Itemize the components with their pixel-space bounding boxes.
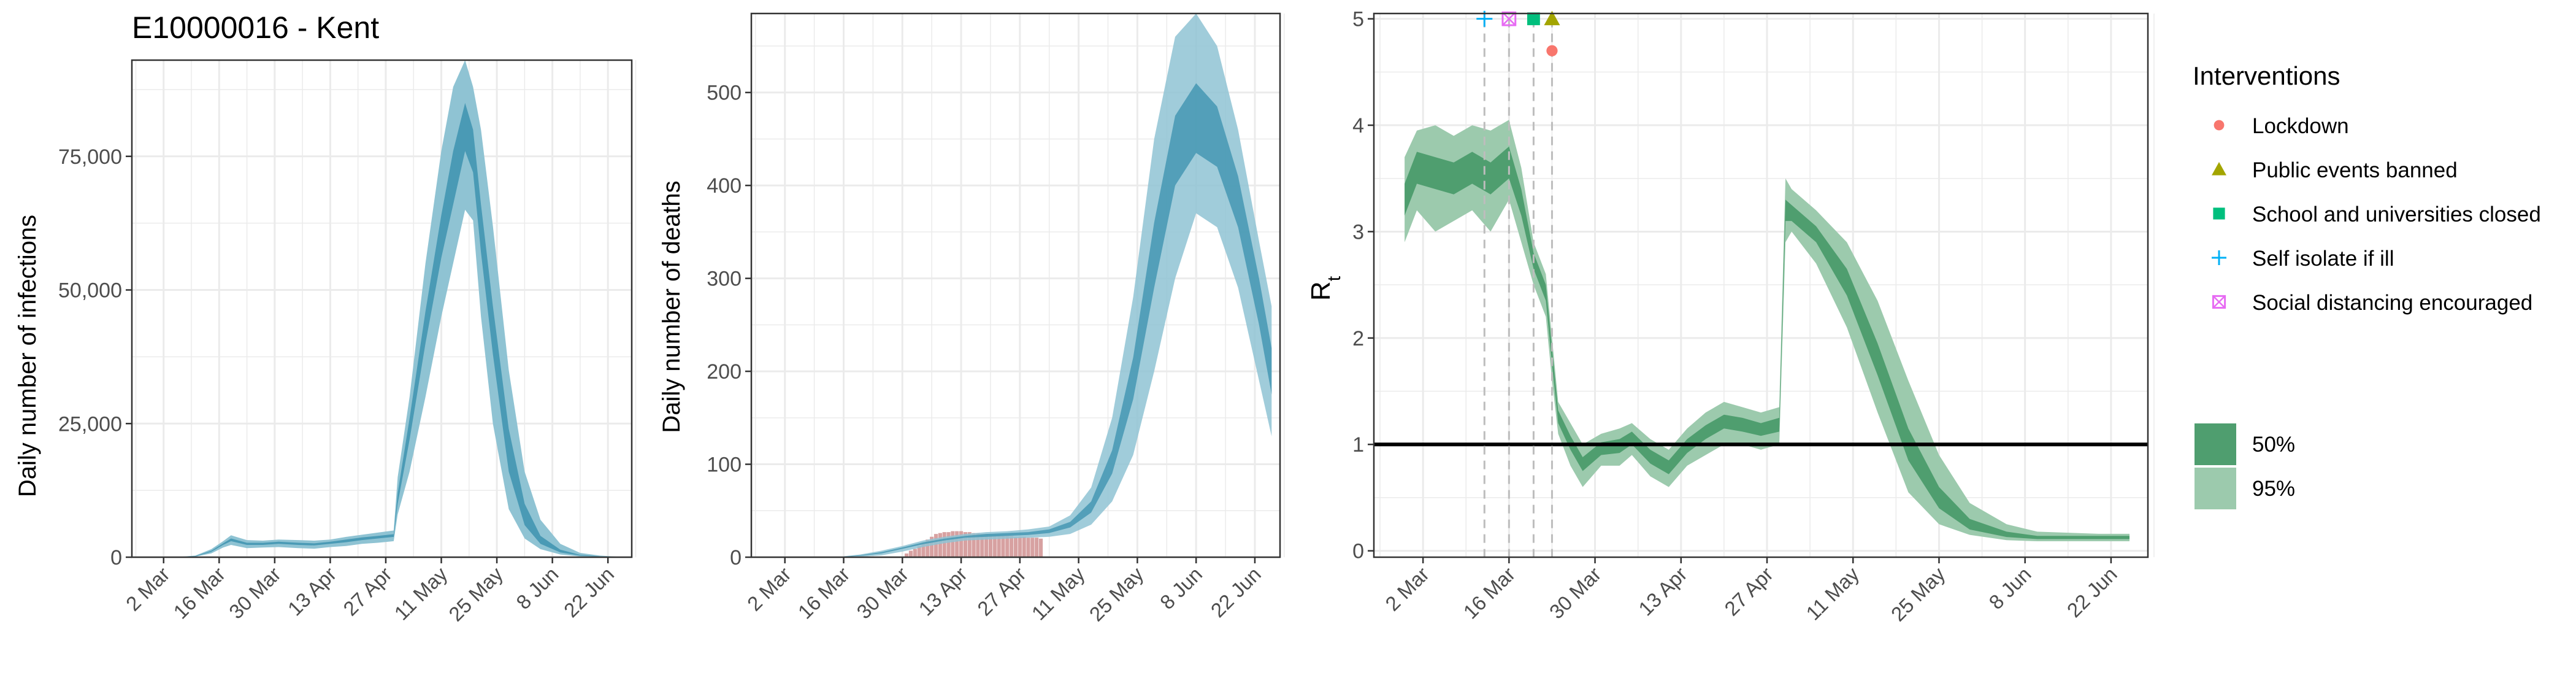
band-95 [151, 60, 616, 557]
observed-death-bar [938, 533, 942, 557]
panel-border [131, 59, 633, 558]
y-tick-label: 400 [707, 174, 742, 198]
intervention-marker [2213, 207, 2225, 220]
legend-label: School and universities closed [2252, 203, 2541, 226]
y-axis-label-main: R [1306, 281, 1336, 301]
observed-death-bar [913, 549, 917, 557]
intervention-lines [1483, 18, 1553, 557]
observed-death-bar [951, 531, 955, 557]
observed-death-bar [980, 534, 984, 557]
legend-band-key [2195, 468, 2236, 509]
observed-death-bar [926, 539, 930, 557]
y-tick-label: 0 [730, 546, 742, 569]
death-bands [843, 14, 1272, 557]
observed-death-bar [972, 533, 976, 557]
observed-death-bar [921, 543, 926, 557]
panel-border [1373, 12, 2149, 558]
y-tick-label: 500 [707, 82, 742, 105]
intervention-marker [2212, 162, 2226, 176]
band-50 [843, 83, 1272, 557]
observed-death-bar [1013, 536, 1018, 557]
infection-bands [151, 60, 616, 557]
band-50 [1405, 146, 2129, 539]
intervention-marker [2212, 295, 2226, 309]
observed-death-bar [997, 534, 1001, 557]
y-axis-label: Rt [1306, 276, 1344, 301]
observed-death-bar [963, 532, 967, 557]
observed-death-bar [967, 532, 972, 557]
observed-death-bar [1026, 538, 1030, 557]
intervention-marker [2214, 120, 2225, 131]
y-tick-label: 1 [1352, 433, 1364, 457]
observed-death-bar [1035, 538, 1039, 557]
observed-death-bar [976, 533, 980, 557]
legend-label: Self isolate if ill [2252, 247, 2394, 271]
legend-label: Lockdown [2252, 114, 2349, 138]
y-axis-ticks: 0 100 200 300 400 500 [707, 82, 751, 569]
intervention-marker [1501, 11, 1517, 26]
observed-death-bar [1005, 536, 1010, 557]
y-axis-label: Daily number of infections [14, 215, 41, 497]
chart-title: E10000016 - Kent [132, 10, 379, 45]
legend: Interventions Lockdown Public events bann… [2193, 61, 2541, 509]
observed-death-bar [908, 550, 913, 557]
rt-bands [1405, 120, 2129, 541]
observed-death-bar [942, 532, 946, 557]
observed-death-bar [1010, 536, 1014, 557]
y-tick-label: 4 [1352, 114, 1364, 137]
y-tick-label: 2 [1352, 327, 1364, 350]
y-tick-label: 0 [110, 546, 122, 569]
observed-death-bars [905, 531, 1043, 557]
observed-death-bar [1018, 536, 1022, 557]
legend-bands: 50% 95% [2195, 423, 2295, 509]
legend-label: Social distancing encouraged [2252, 291, 2532, 315]
y-tick-label: 100 [707, 453, 742, 477]
observed-death-bar [905, 553, 909, 557]
y-tick-label: 300 [707, 268, 742, 291]
observed-death-bar [992, 534, 997, 557]
y-axis-label-subscript: t [1324, 276, 1344, 281]
intervention-marker [1527, 12, 1540, 26]
y-axis-label: Daily number of deaths [658, 180, 685, 433]
legend-label: 50% [2252, 433, 2295, 457]
intervention-marker [1546, 45, 1558, 56]
observed-death-bar [917, 546, 921, 557]
legend-label: 95% [2252, 477, 2295, 501]
legend-label: Public events banned [2252, 158, 2458, 182]
observed-death-bar [955, 531, 959, 557]
y-axis-ticks: 0 1 2 3 4 5 [1352, 8, 1374, 563]
observed-death-bar [930, 536, 934, 557]
observed-death-bar [1022, 536, 1026, 557]
y-axis-ticks: 0 25,000 50,000 75,000 [58, 145, 132, 569]
panel-border [750, 12, 1281, 558]
y-tick-label: 50,000 [58, 279, 122, 303]
band-95 [843, 14, 1272, 557]
y-tick-label: 3 [1352, 220, 1364, 244]
y-tick-label: 0 [1352, 540, 1364, 563]
y-tick-label: 200 [707, 360, 742, 384]
y-tick-label: 75,000 [58, 145, 122, 169]
observed-death-bar [959, 531, 964, 557]
intervention-marker [2212, 250, 2226, 265]
observed-death-bar [946, 532, 951, 557]
observed-death-bar [1038, 538, 1043, 557]
y-tick-label: 5 [1352, 8, 1364, 31]
observed-death-bar [1030, 538, 1035, 557]
legend-band-key [2195, 423, 2236, 465]
intervention-markers [1476, 10, 1560, 56]
intervention-marker [1544, 10, 1560, 26]
observed-death-bar [984, 534, 989, 557]
observed-death-bar [933, 534, 938, 557]
y-tick-label: 25,000 [58, 412, 122, 436]
observed-death-bar [1001, 536, 1005, 557]
legend-interventions: Lockdown Public events banned School and u… [2212, 114, 2541, 315]
legend-title: Interventions [2193, 61, 2340, 90]
observed-death-bar [988, 534, 993, 557]
